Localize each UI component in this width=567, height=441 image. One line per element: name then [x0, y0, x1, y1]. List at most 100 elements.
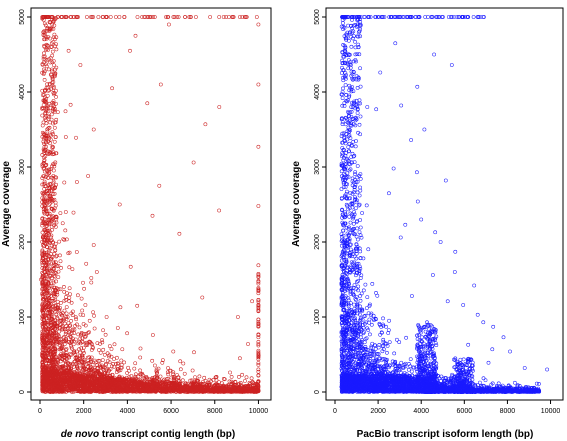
texture-point — [48, 311, 53, 316]
texture-point — [187, 15, 192, 19]
texture-point — [43, 208, 48, 213]
texture-point — [248, 389, 252, 394]
texture-point — [77, 376, 82, 381]
texture-point — [63, 228, 68, 233]
texture-point — [45, 340, 50, 345]
texture-point — [44, 108, 48, 113]
texture-point — [115, 381, 119, 386]
texture-point — [44, 233, 48, 237]
texture-point — [61, 237, 66, 241]
texture-point — [226, 383, 230, 387]
texture-point — [173, 383, 178, 388]
texture-point — [47, 203, 51, 207]
texture-point — [91, 310, 95, 315]
texture-point — [79, 376, 84, 381]
texture-point — [114, 385, 118, 390]
texture-point — [44, 85, 49, 90]
texture-point — [42, 381, 46, 386]
texture-point — [71, 371, 76, 376]
data-point — [63, 210, 68, 214]
texture-point — [172, 377, 177, 381]
texture-point — [42, 116, 47, 121]
texture-point — [41, 243, 45, 248]
texture-point — [64, 337, 69, 342]
texture-point — [58, 376, 63, 381]
texture-point — [41, 202, 46, 206]
texture-point — [52, 333, 57, 338]
texture-point — [184, 390, 188, 394]
texture-point — [54, 175, 59, 180]
texture-point — [77, 366, 82, 371]
x-axis-label: de novo transcript contig length (bp) — [61, 429, 235, 440]
texture-point — [119, 365, 124, 370]
texture-point — [82, 373, 87, 377]
texture-point — [381, 337, 386, 342]
texture-point — [125, 371, 129, 375]
texture-point — [81, 345, 86, 350]
texture-point — [50, 371, 55, 375]
texture-point — [50, 332, 55, 337]
texture-point — [45, 381, 50, 386]
texture-point — [83, 335, 87, 340]
texture-point — [224, 15, 228, 19]
data-point — [177, 231, 182, 236]
texture-point — [211, 378, 216, 382]
texture-point — [42, 191, 46, 196]
texture-point — [167, 389, 172, 393]
texture-point — [95, 341, 100, 345]
texture-point — [55, 368, 60, 372]
texture-point — [44, 328, 48, 332]
texture-point — [231, 15, 236, 19]
texture-point — [256, 274, 261, 279]
texture-point — [43, 257, 48, 262]
texture-point — [74, 349, 79, 354]
texture-point — [195, 378, 200, 383]
texture-point — [103, 370, 108, 375]
data-point — [91, 127, 96, 132]
texture-point — [395, 337, 399, 342]
texture-point — [42, 51, 46, 56]
texture-point — [84, 378, 89, 383]
data-point — [86, 174, 90, 178]
texture-point — [49, 333, 54, 338]
texture-point — [43, 154, 48, 159]
x-tick-label: 8000 — [207, 408, 223, 415]
texture-point — [97, 370, 101, 375]
data-point — [256, 288, 261, 292]
texture-point — [161, 358, 165, 362]
texture-point — [190, 368, 195, 373]
texture-point — [162, 381, 166, 385]
texture-point — [125, 331, 129, 336]
texture-point — [231, 383, 236, 388]
texture-point — [46, 67, 51, 72]
texture-point — [40, 350, 45, 355]
texture-point — [59, 15, 64, 19]
texture-point — [42, 60, 46, 65]
texture-point — [47, 81, 52, 86]
texture-point — [123, 383, 128, 388]
texture-point — [56, 303, 60, 307]
texture-point — [86, 373, 91, 378]
texture-point — [78, 381, 83, 385]
texture-point — [43, 135, 48, 140]
texture-point — [58, 287, 63, 292]
texture-point — [58, 259, 63, 264]
texture-point — [76, 332, 81, 337]
texture-point — [66, 251, 71, 256]
texture-point — [188, 378, 193, 383]
texture-point — [50, 146, 55, 150]
texture-point — [58, 211, 63, 215]
texture-point — [79, 296, 84, 301]
texture-point — [229, 390, 234, 394]
texture-point — [75, 387, 80, 391]
texture-point — [185, 386, 190, 391]
texture-point — [42, 250, 46, 255]
texture-point — [171, 389, 176, 394]
texture-point — [256, 342, 261, 346]
texture-point — [166, 366, 170, 370]
texture-point — [69, 319, 73, 323]
texture-point — [91, 15, 95, 19]
texture-point — [131, 388, 136, 393]
texture-point — [83, 385, 87, 390]
texture-point — [52, 32, 57, 37]
